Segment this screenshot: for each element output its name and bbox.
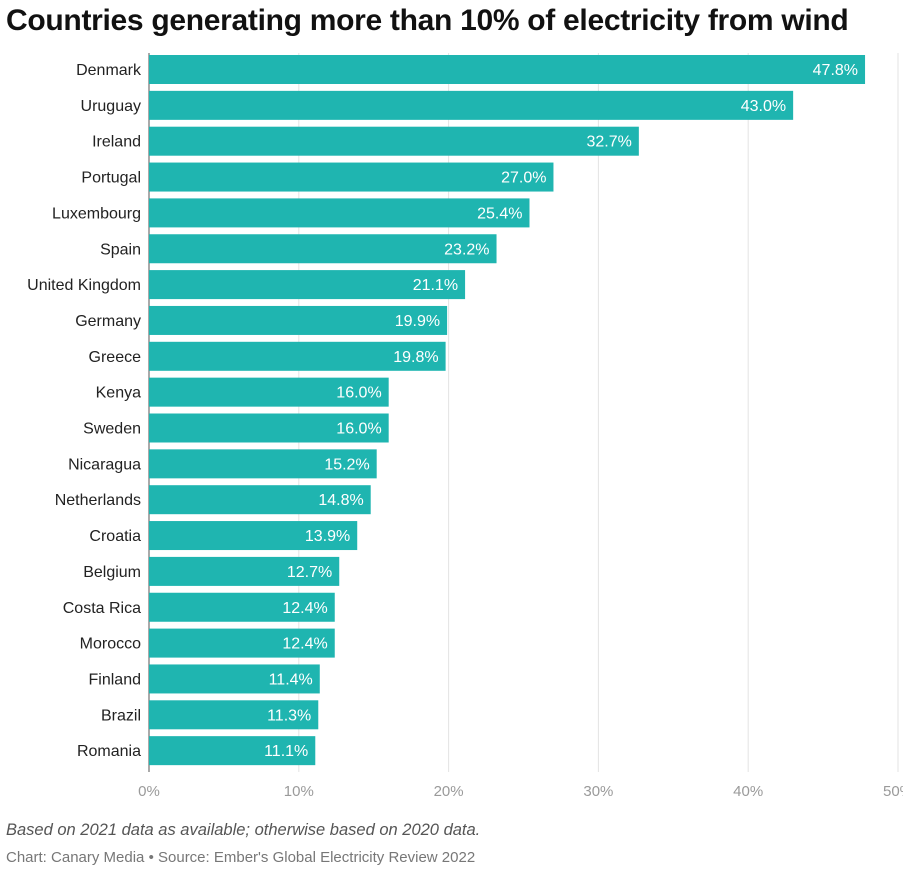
bar <box>149 55 866 84</box>
bars: 47.8% 43.0% 32.7% 27.0% 25.4% 23.2% 21.1% 19.9%… <box>149 55 866 766</box>
category-label: Kenya <box>96 385 141 402</box>
category-label: Ireland <box>92 134 141 151</box>
chart-title: Countries generating more than 10% of el… <box>6 4 849 37</box>
bar <box>149 736 316 766</box>
value-label: 16.0% <box>336 421 381 438</box>
x-tick-label: 10% <box>284 783 314 800</box>
footnote: Based on 2021 data as available; otherwi… <box>6 821 481 839</box>
bar <box>149 521 358 551</box>
category-label: Romania <box>77 743 141 760</box>
x-axis-tick-labels: 0% 10% 20% 30% 40% 50% <box>138 783 903 800</box>
bar <box>149 270 466 300</box>
value-label: 25.4% <box>477 205 522 222</box>
category-label: Denmark <box>76 62 142 79</box>
x-tick-label: 30% <box>583 783 613 800</box>
value-label: 11.3% <box>267 707 311 724</box>
bar <box>149 664 320 694</box>
bar <box>149 592 335 622</box>
value-label: 12.7% <box>287 564 332 581</box>
category-label: Costa Rica <box>63 600 141 617</box>
separator: • <box>144 849 158 866</box>
value-label: 21.1% <box>413 277 458 294</box>
value-label: 12.4% <box>282 636 327 653</box>
bar <box>149 556 340 586</box>
value-label: 14.8% <box>318 492 363 509</box>
bar <box>149 126 639 156</box>
bar <box>149 628 335 658</box>
x-tick-label: 50% <box>883 783 903 800</box>
bar <box>149 198 530 228</box>
category-label: Spain <box>100 241 141 258</box>
source-line: Chart: Canary Media • Source: Ember's Gl… <box>6 849 475 866</box>
category-label: Belgium <box>83 564 141 581</box>
source-text: Source: Ember's Global Electricity Revie… <box>158 849 476 866</box>
chart-credit: Chart: Canary Media <box>6 849 145 866</box>
value-label: 27.0% <box>501 170 546 187</box>
category-label: Portugal <box>81 170 141 187</box>
category-label: United Kingdom <box>27 277 141 294</box>
category-label: Germany <box>75 313 141 330</box>
value-label: 23.2% <box>444 241 489 258</box>
value-label: 11.4% <box>269 671 313 688</box>
bar <box>149 700 319 730</box>
x-tick-label: 0% <box>138 783 160 800</box>
bar <box>149 234 497 264</box>
category-label: Netherlands <box>55 492 141 509</box>
category-label: Uruguay <box>81 98 141 115</box>
bar-chart: 47.8% 43.0% 32.7% 27.0% 25.4% 23.2% 21.1% 19.9%… <box>27 53 903 800</box>
value-label: 15.2% <box>324 456 369 473</box>
category-label: Morocco <box>80 636 141 653</box>
category-label: Croatia <box>89 528 141 545</box>
value-label: 19.8% <box>393 349 438 366</box>
value-label: 32.7% <box>586 134 631 151</box>
x-tick-label: 20% <box>434 783 464 800</box>
category-label: Nicaragua <box>68 456 141 473</box>
bar <box>149 162 554 192</box>
value-label: 13.9% <box>305 528 350 545</box>
category-label: Greece <box>89 349 142 366</box>
bar <box>149 90 794 120</box>
value-label: 11.1% <box>264 743 308 760</box>
x-tick-label: 40% <box>733 783 763 800</box>
category-label: Sweden <box>83 421 141 438</box>
category-label: Finland <box>89 671 141 688</box>
category-label: Luxembourg <box>52 205 141 222</box>
bar <box>149 449 377 479</box>
bar <box>149 485 371 515</box>
value-label: 43.0% <box>741 98 786 115</box>
bar <box>149 413 389 443</box>
category-labels: Denmark Uruguay Ireland Portugal Luxembourg S… <box>27 62 142 760</box>
bar <box>149 305 448 335</box>
bar <box>149 341 446 371</box>
value-label: 12.4% <box>282 600 327 617</box>
value-label: 47.8% <box>813 62 858 79</box>
bar <box>149 377 389 407</box>
gridlines <box>148 53 899 772</box>
category-label: Brazil <box>101 707 141 724</box>
value-label: 16.0% <box>336 385 381 402</box>
value-label: 19.9% <box>395 313 440 330</box>
